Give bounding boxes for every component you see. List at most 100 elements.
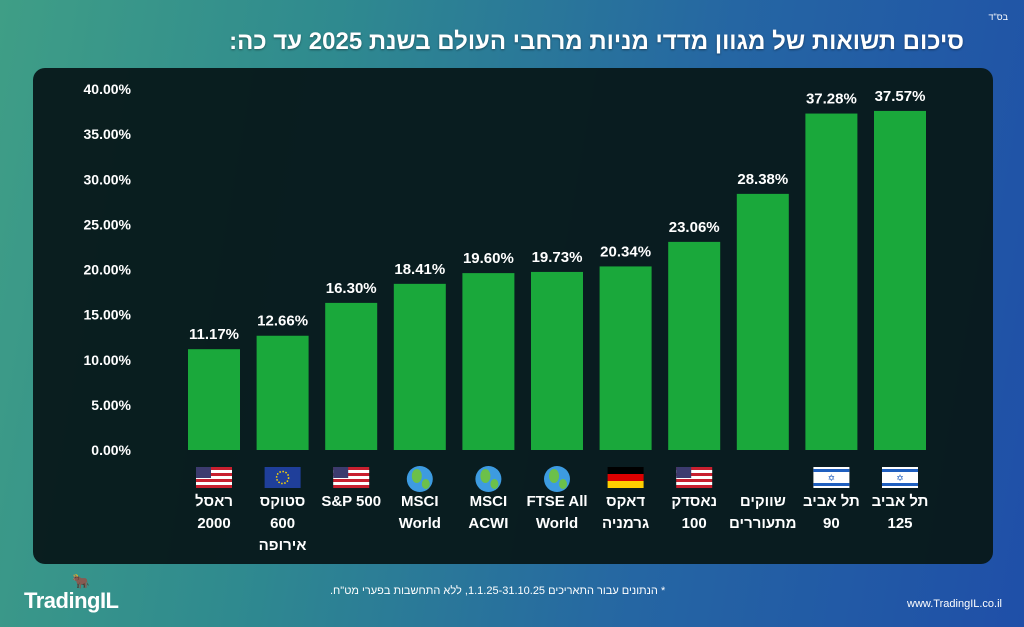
data-label: 20.34% bbox=[600, 243, 651, 260]
israel-flag-stripe bbox=[882, 469, 918, 472]
us-flag-stripe bbox=[333, 470, 370, 473]
category-label: מתעוררים bbox=[729, 515, 796, 532]
category-label: MSCI bbox=[470, 493, 508, 510]
data-label: 18.41% bbox=[394, 261, 445, 278]
y-tick-label: 0.00% bbox=[91, 442, 131, 458]
website-link[interactable]: www.TradingIL.co.il bbox=[907, 598, 1002, 610]
blessing: בס"ד bbox=[988, 12, 1008, 22]
category-label: גרמניה bbox=[602, 515, 649, 532]
globe-land bbox=[490, 479, 499, 489]
us-flag-stripe bbox=[196, 485, 232, 488]
us-flag-stripe bbox=[333, 476, 370, 479]
israel-flag-stripe bbox=[813, 469, 850, 472]
category-label: ראסל bbox=[195, 493, 233, 510]
germany-flag-icon bbox=[607, 474, 644, 481]
bar bbox=[668, 241, 721, 450]
us-flag-stripe bbox=[333, 467, 370, 470]
y-tick-label: 30.00% bbox=[84, 171, 132, 187]
category-label: MSCI bbox=[401, 493, 439, 510]
category-label: שווקים bbox=[740, 493, 786, 510]
bar bbox=[325, 302, 378, 450]
bar bbox=[188, 349, 240, 450]
y-tick-label: 25.00% bbox=[84, 216, 132, 232]
us-flag-icon bbox=[676, 467, 692, 478]
us-flag-stripe bbox=[333, 479, 370, 482]
category-label: 90 bbox=[823, 515, 840, 532]
category-label: World bbox=[399, 515, 441, 532]
y-tick-label: 20.00% bbox=[84, 262, 132, 278]
category-label: S&P 500 bbox=[321, 493, 381, 510]
bar bbox=[805, 113, 858, 450]
category-label: תל אביב bbox=[872, 493, 929, 510]
page-title: סיכום תשואות של מגוון מדדי מניות מרחבי ה… bbox=[229, 28, 964, 55]
us-flag-stripe bbox=[676, 470, 713, 473]
bar bbox=[874, 110, 926, 450]
globe-land bbox=[559, 479, 567, 489]
israel-flag-icon bbox=[882, 467, 918, 488]
us-flag-stripe bbox=[676, 485, 713, 488]
us-flag-stripe bbox=[676, 482, 713, 485]
bull-icon: 🐂 bbox=[72, 573, 90, 589]
us-flag-stripe bbox=[676, 476, 713, 479]
category-label: אירופה bbox=[259, 537, 307, 554]
data-label: 37.28% bbox=[806, 91, 857, 108]
category-label: נאסדק bbox=[671, 493, 717, 510]
bar bbox=[393, 283, 446, 450]
israel-flag-stripe bbox=[882, 483, 918, 486]
us-flag-stripe bbox=[196, 476, 232, 479]
us-flag-stripe bbox=[196, 470, 232, 473]
data-label: 19.73% bbox=[532, 249, 583, 266]
us-flag-stripe bbox=[676, 479, 713, 482]
category-label: ACWI bbox=[468, 515, 508, 532]
bar bbox=[599, 266, 652, 450]
globe-land bbox=[411, 469, 422, 483]
us-flag-stripe bbox=[196, 473, 232, 476]
data-label: 28.38% bbox=[737, 171, 788, 188]
category-label: סטוקס bbox=[260, 493, 306, 510]
data-label: 11.17% bbox=[189, 326, 239, 343]
y-tick-label: 15.00% bbox=[84, 307, 132, 323]
category-label: FTSE All bbox=[526, 493, 587, 510]
globe-land bbox=[480, 469, 491, 483]
us-flag-icon bbox=[196, 467, 211, 478]
bar bbox=[462, 273, 515, 450]
category-label: תל אביב bbox=[803, 493, 860, 510]
eu-stars bbox=[275, 470, 290, 485]
data-label: 19.60% bbox=[463, 250, 514, 267]
us-flag-stripe bbox=[333, 482, 370, 485]
us-flag-stripe bbox=[196, 467, 232, 470]
data-label: 12.66% bbox=[257, 313, 308, 330]
category-label: 125 bbox=[887, 515, 912, 532]
israel-flag-icon bbox=[813, 467, 850, 488]
category-label: 100 bbox=[682, 515, 707, 532]
y-tick-label: 35.00% bbox=[84, 126, 132, 142]
globe-land bbox=[421, 479, 430, 489]
germany-flag-icon bbox=[607, 467, 644, 474]
israel-flag-stripe bbox=[813, 483, 850, 486]
bar bbox=[736, 193, 789, 451]
us-flag-stripe bbox=[676, 473, 713, 476]
category-label: 600 bbox=[270, 515, 295, 532]
y-tick-label: 40.00% bbox=[84, 81, 132, 97]
star-of-david-icon: ✡ bbox=[896, 473, 904, 483]
globe-land bbox=[549, 469, 559, 483]
bar bbox=[531, 271, 583, 450]
star-of-david-icon: ✡ bbox=[828, 473, 836, 483]
bar bbox=[256, 335, 309, 450]
us-flag-stripe bbox=[333, 485, 370, 488]
data-label: 16.30% bbox=[326, 280, 377, 297]
us-flag-icon bbox=[333, 467, 349, 478]
logo: TradingIL bbox=[24, 588, 119, 613]
us-flag-stripe bbox=[196, 479, 232, 482]
germany-flag-icon bbox=[607, 481, 644, 488]
category-label: World bbox=[536, 515, 578, 532]
eu-flag-icon bbox=[264, 467, 301, 488]
us-flag-stripe bbox=[196, 482, 232, 485]
category-label: דאקס bbox=[606, 493, 645, 510]
y-tick-label: 10.00% bbox=[84, 352, 132, 368]
category-label: 2000 bbox=[197, 515, 230, 532]
data-label: 23.06% bbox=[669, 219, 720, 236]
us-flag-stripe bbox=[676, 467, 713, 470]
y-tick-label: 5.00% bbox=[91, 397, 131, 413]
